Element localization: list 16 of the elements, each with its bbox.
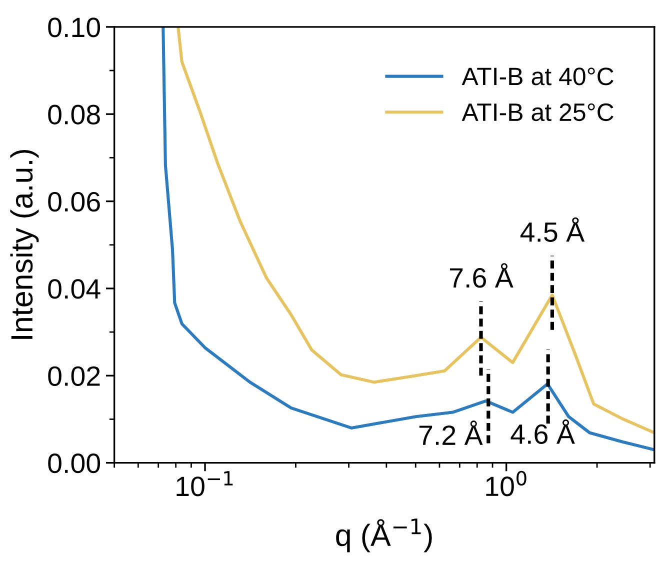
y-tick-label: 0.00 — [48, 453, 100, 474]
y-axis-title: Intensity (a.u.) — [10, 150, 39, 339]
annotation: 4.6 Å — [510, 419, 575, 444]
y-tick-label: 0.08 — [48, 104, 100, 124]
legend-label: ATI-B at 25°C — [462, 103, 614, 122]
annotation: 4.5 Å — [520, 217, 585, 242]
annotation: 7.6 Å — [450, 263, 514, 288]
x-tick-label: 10$^{0}$ — [486, 470, 526, 496]
y-tick-label: 0.06 — [48, 192, 100, 212]
x-tick-label: 10$^{−1}$ — [176, 471, 233, 496]
y-tick-label: 0.04 — [48, 279, 100, 299]
annotation: 7.2 Å — [419, 420, 483, 445]
legend-label: ATI-B at 40°C — [462, 68, 614, 86]
y-tick-label: 0.02 — [48, 366, 100, 386]
x-axis-title: q (Å$^{−1}$) — [336, 518, 432, 552]
y-tick-label: 0.10 — [48, 18, 100, 38]
